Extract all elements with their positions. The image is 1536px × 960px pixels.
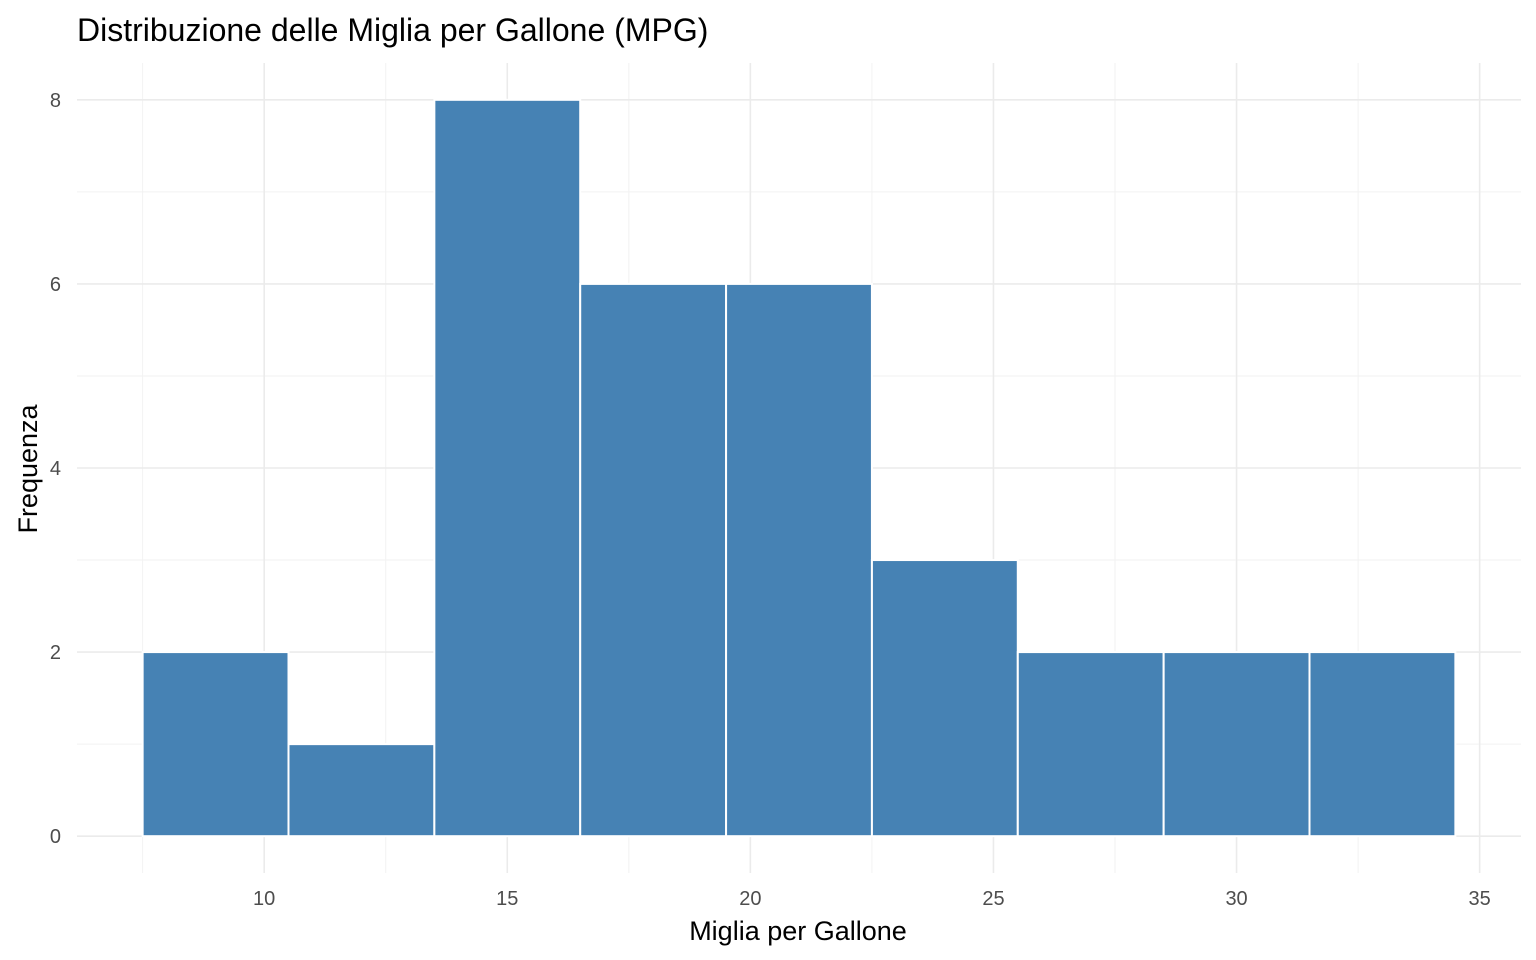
y-tick-label: 4 — [50, 458, 61, 480]
histogram-bars — [141, 98, 1457, 838]
histogram-bar — [579, 282, 728, 838]
axis-tick-labels: 10 15 20 25 30 35 0 2 4 6 8 — [50, 90, 1491, 910]
x-tick-label: 25 — [982, 888, 1004, 910]
histogram-bar — [725, 282, 873, 838]
x-tick-label: 20 — [739, 888, 761, 910]
y-tick-label: 2 — [50, 642, 61, 664]
histogram-bar — [1308, 651, 1457, 838]
y-axis-title: Frequenza — [13, 403, 43, 533]
histogram-bar — [1016, 651, 1165, 838]
histogram-bar — [433, 98, 582, 838]
x-tick-label: 35 — [1469, 888, 1491, 910]
y-tick-label: 0 — [50, 826, 61, 848]
histogram-bar — [287, 743, 436, 838]
y-tick-label: 6 — [50, 274, 61, 296]
chart-title: Distribuzione delle Miglia per Gallone (… — [77, 12, 708, 48]
x-axis-title: Miglia per Gallone — [689, 916, 907, 946]
histogram-bar — [1162, 651, 1311, 838]
histogram-bar — [870, 559, 1019, 838]
histogram-bar — [141, 651, 290, 838]
x-tick-label: 15 — [496, 888, 518, 910]
x-tick-label: 30 — [1225, 888, 1247, 910]
x-tick-label: 10 — [253, 888, 275, 910]
y-tick-label: 8 — [50, 90, 61, 112]
